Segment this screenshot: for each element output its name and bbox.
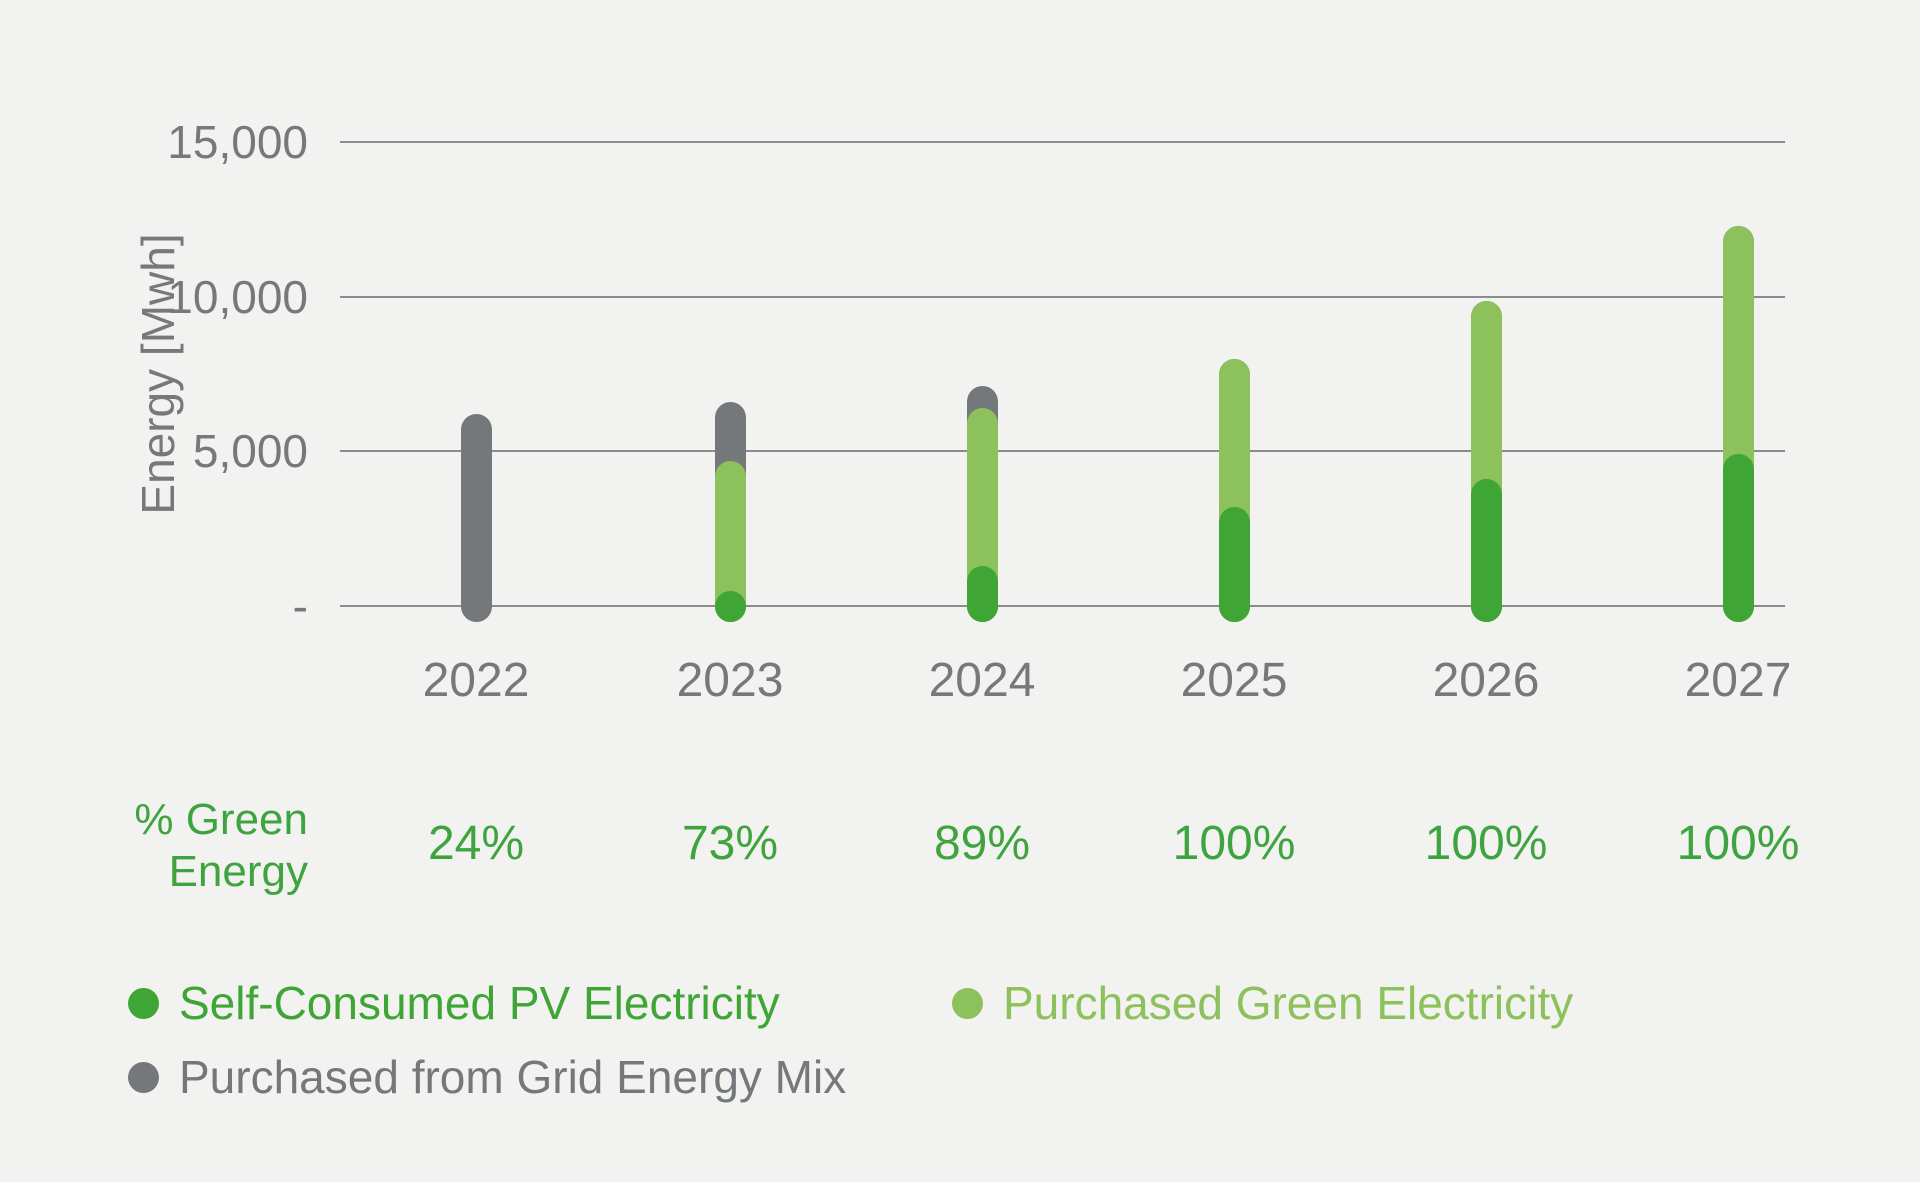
y-tick-label-15000: 15,000 — [167, 116, 308, 168]
pv-legend-dot-icon — [128, 987, 159, 1019]
percent-green-2025: 100% — [1172, 817, 1296, 870]
y-tick-label-10000: 10,000 — [167, 270, 308, 323]
bar-2022-grid-mix-segment — [460, 414, 492, 622]
legend-label: Purchased from Grid Energy Mix — [179, 1051, 847, 1103]
y-tick-label-0: - — [292, 580, 308, 632]
x-label-2025: 2025 — [1180, 654, 1288, 707]
percent-green-2027: 100% — [1676, 817, 1800, 870]
x-label-2023: 2023 — [676, 654, 784, 707]
percent-label-line1: % Green — [134, 795, 308, 844]
legend-item-purchased-green: Purchased Green Electricity — [952, 978, 1573, 1028]
x-label-2027: 2027 — [1684, 654, 1792, 707]
gridline-5000 — [340, 450, 1785, 453]
percent-green-2022: 24% — [427, 817, 525, 870]
x-label-2024: 2024 — [928, 654, 1036, 707]
y-tick-label-5000: 5,000 — [192, 425, 308, 478]
legend-label: Self-Consumed PV Electricity — [179, 977, 780, 1029]
percent-label-line2: Energy — [168, 847, 308, 896]
bar-2025-self-consumed-pv-segment — [1218, 507, 1250, 622]
percent-green-energy-label: % Green Energy — [0, 794, 308, 898]
gridline-0 — [340, 605, 1785, 607]
x-label-2022: 2022 — [422, 654, 530, 707]
percent-green-2026: 100% — [1424, 817, 1548, 870]
grid-legend-dot-icon — [128, 1061, 159, 1093]
percent-green-2024: 89% — [933, 817, 1031, 870]
bar-2026-self-consumed-pv-segment — [1470, 479, 1502, 622]
gridline-10000 — [340, 295, 1785, 298]
percent-green-2023: 73% — [681, 817, 779, 870]
legend-item-grid-mix: Purchased from Grid Energy Mix — [128, 1052, 846, 1102]
x-label-2026: 2026 — [1432, 654, 1540, 707]
bar-2023-self-consumed-pv-segment — [714, 590, 746, 622]
bar-2024-self-consumed-pv-segment — [966, 565, 998, 622]
bar-2027-self-consumed-pv-segment — [1722, 454, 1754, 622]
green-legend-dot-icon — [952, 987, 983, 1019]
gridline-15000 — [340, 141, 1785, 143]
legend-item-self-consumed-pv: Self-Consumed PV Electricity — [128, 978, 780, 1028]
legend-label: Purchased Green Electricity — [1003, 977, 1574, 1029]
